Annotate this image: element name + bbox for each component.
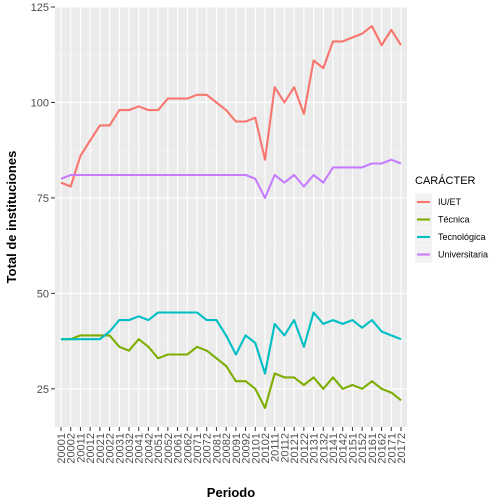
series-line [61, 311, 402, 375]
x-tick-label: 20062 [182, 433, 194, 464]
x-tick-label: 20171 [386, 433, 398, 464]
x-tick-label: 20142 [338, 433, 350, 464]
x-tick-label: 20041 [134, 433, 146, 464]
x-tick-label: 20042 [143, 433, 155, 464]
x-axis: 2000120002200112001220021200222003120032… [56, 427, 408, 464]
x-tick-label: 20071 [192, 433, 204, 464]
plot-panel [55, 7, 407, 427]
x-tick-label: 20111 [270, 433, 282, 462]
y-axis-title: Total de instituciones [4, 151, 19, 284]
x-tick-label: 20032 [124, 433, 136, 464]
x-tick-label: 20131 [309, 433, 321, 464]
x-tick-label: 20151 [347, 433, 359, 464]
legend-entry: IU/ET [438, 197, 462, 207]
x-tick-label: 20121 [289, 433, 301, 464]
y-tick-label: 125 [31, 2, 49, 14]
x-tick-label: 20112 [279, 433, 291, 463]
x-tick-label: 20122 [299, 433, 311, 464]
x-tick-label: 20172 [396, 433, 408, 464]
legend-entry: Universitaria [438, 250, 488, 260]
x-tick-label: 20052 [163, 433, 175, 464]
x-tick-label: 20072 [202, 433, 214, 464]
series-line [61, 334, 402, 409]
series-lines [60, 25, 402, 409]
y-tick-label: 25 [37, 384, 49, 396]
x-tick-label: 20021 [95, 433, 107, 464]
x-tick-label: 20011 [75, 433, 87, 463]
x-axis-title: Periodo [207, 485, 255, 500]
x-tick-label: 20101 [250, 433, 262, 464]
x-tick-label: 20031 [114, 433, 126, 464]
x-tick-label: 20092 [241, 433, 253, 464]
legend-entry: Tecnológica [438, 232, 486, 242]
x-tick-label: 20132 [318, 433, 330, 464]
x-tick-label: 20141 [328, 433, 340, 464]
x-tick-label: 20162 [377, 433, 389, 464]
x-tick-label: 20091 [231, 433, 243, 464]
x-tick-label: 20152 [357, 433, 369, 464]
x-tick-label: 20061 [173, 433, 185, 464]
x-tick-label: 20022 [105, 433, 117, 464]
x-tick-label: 20081 [211, 433, 223, 464]
x-tick-label: 20012 [85, 433, 97, 464]
y-tick-label: 100 [31, 97, 49, 109]
series-line [60, 25, 402, 188]
y-tick-label: 75 [37, 193, 49, 205]
legend-title: CARÁCTER [415, 174, 476, 187]
x-tick-label: 20002 [66, 433, 78, 464]
legend: CARÁCTER IU/ET Técnica Tecnológica Universi… [415, 174, 488, 263]
y-axis: 25 50 75 100 125 [31, 2, 55, 396]
x-tick-label: 20001 [56, 433, 68, 464]
x-tick-label: 20161 [367, 433, 379, 464]
series-line [60, 158, 402, 199]
x-tick-label: 20102 [260, 433, 272, 464]
x-tick-label: 20082 [221, 433, 233, 464]
legend-entry: Técnica [438, 215, 470, 225]
y-tick-label: 50 [37, 288, 49, 300]
x-tick-label: 20051 [153, 433, 165, 464]
